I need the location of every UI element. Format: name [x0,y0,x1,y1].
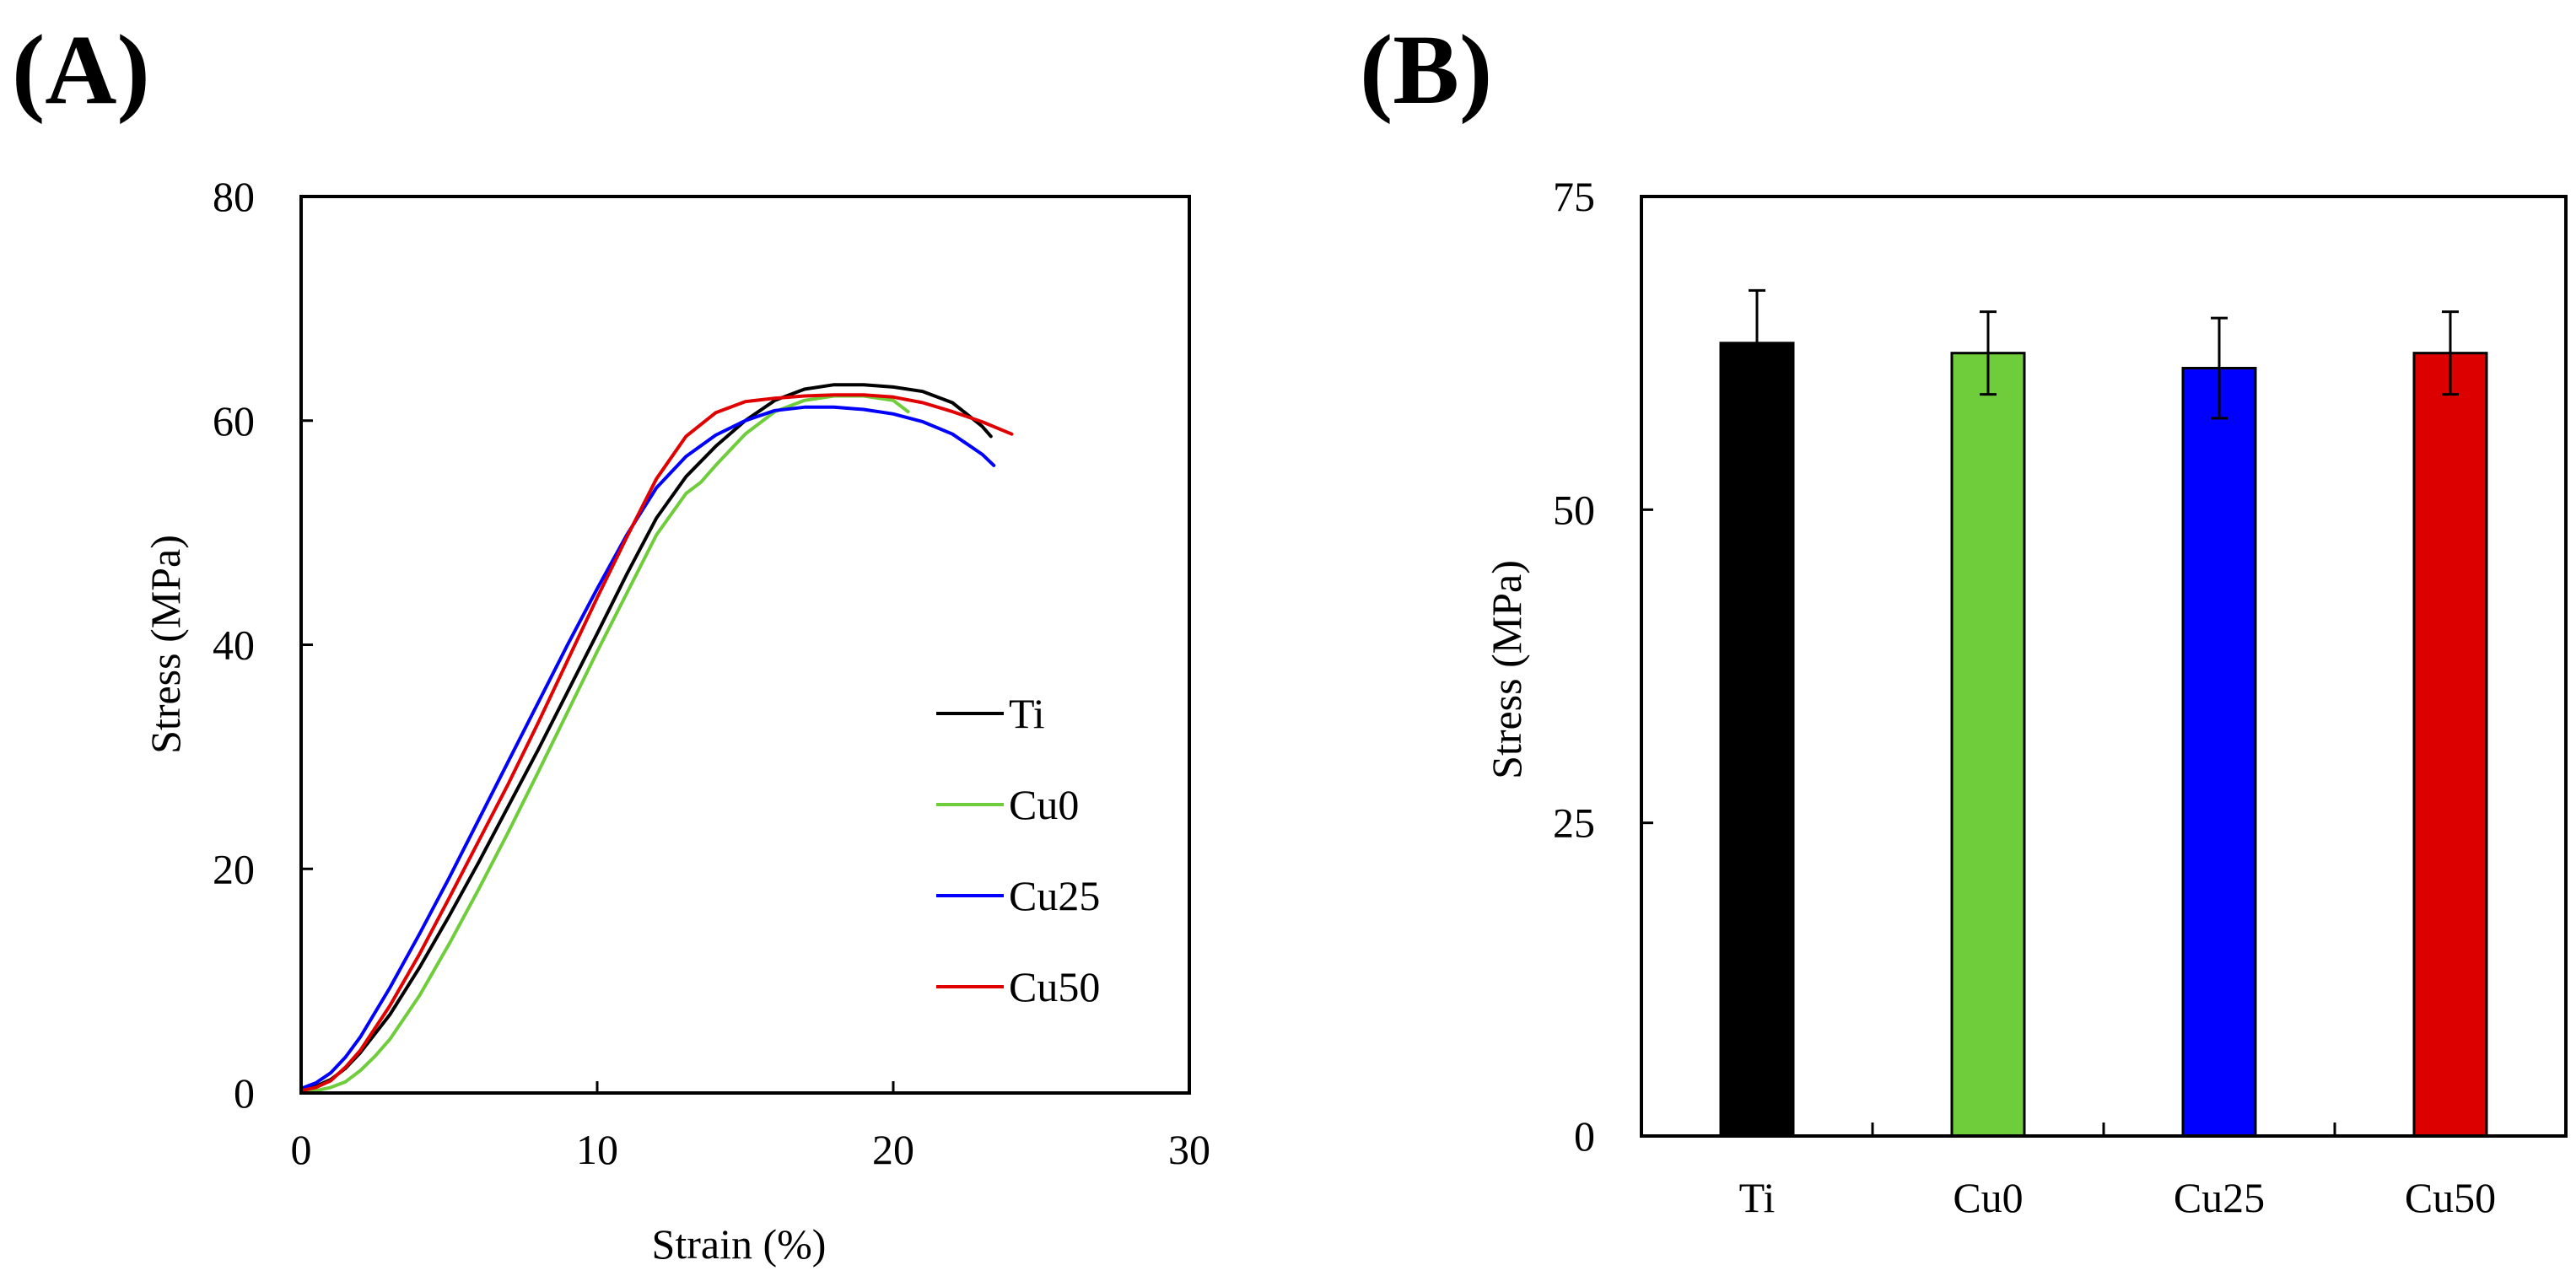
series-line-ti [299,383,993,1091]
panel-b-label: (B) [1360,14,1492,125]
x-tick-label: 0 [291,1126,312,1173]
x-axis-ticks: Ti Cu0 Cu25 Cu50 [1739,1123,2496,1221]
bar-group [1719,288,2488,1138]
y-tick-label: 40 [213,622,255,669]
y-axis-title: Stress (MPa) [1483,560,1530,779]
y-tick-label: 0 [234,1069,255,1117]
x-tick-label: 30 [1168,1126,1210,1173]
legend: Ti Cu0 Cu25 Cu50 [936,690,1100,1010]
x-axis-title: Strain (%) [652,1220,827,1268]
y-axis-title: Stress (MPa) [142,535,189,754]
x-tick-label: 20 [872,1126,914,1173]
y-tick-label: 20 [213,845,255,892]
bar-cu0 [1950,352,2026,1138]
line-series-group [299,383,1014,1094]
panel-a: (A) 0 20 40 60 80 0 10 20 30 Strain (%) Stress … [12,14,1210,1268]
y-tick-label: 25 [1553,800,1595,847]
y-tick-label: 80 [213,173,255,220]
x-tick-label: 10 [576,1126,618,1173]
bar-cu25 [2181,366,2257,1138]
panel-b: (B) 0 25 50 75 Ti Cu0 Cu25 Cu50 Stress (MPa) [1360,14,2568,1221]
y-tick-label: 50 [1553,486,1595,533]
legend-label: Ti [1009,690,1045,737]
y-tick-label: 0 [1574,1112,1595,1160]
series-line-cu0 [299,394,910,1094]
category-label: Cu0 [1953,1174,2023,1221]
legend-label: Cu25 [1009,872,1100,919]
series-line-cu50 [299,393,1014,1093]
legend-label: Cu0 [1009,781,1079,828]
y-axis-ticks: 0 25 50 75 [1553,173,1653,1160]
y-axis-ticks: 0 20 40 60 80 [213,173,313,1117]
bar-cu50 [2412,352,2488,1138]
x-axis-ticks: 0 10 20 30 [291,1081,1210,1173]
legend-label: Cu50 [1009,963,1100,1010]
y-tick-label: 75 [1553,173,1595,220]
category-label: Ti [1739,1174,1776,1221]
y-tick-label: 60 [213,397,255,444]
category-label: Cu50 [2405,1174,2496,1221]
panel-a-label: (A) [12,14,150,125]
bar-ti [1719,342,1795,1138]
category-label: Cu25 [2174,1174,2265,1221]
